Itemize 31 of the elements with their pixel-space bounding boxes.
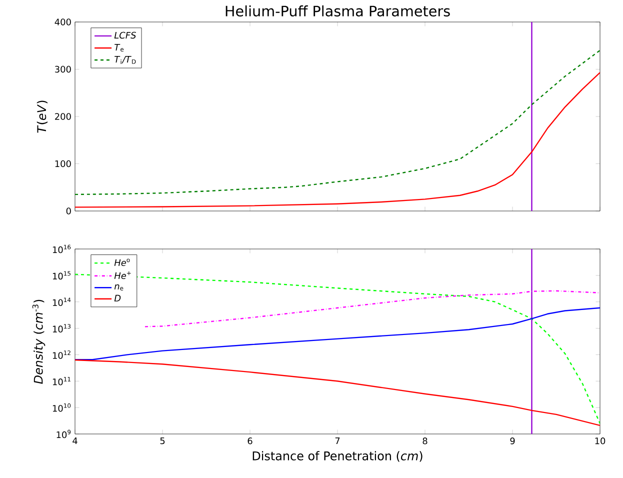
legend-label: He$^{o}$ xyxy=(114,258,130,266)
y-axis-title: T(eV) xyxy=(36,100,48,133)
y-tick-label: 10$^{14}$ xyxy=(52,298,71,306)
legend-label: T$_{e}$ xyxy=(114,44,124,52)
x-tick-label: 4 xyxy=(72,438,78,444)
legend-label: He$^{+}$ xyxy=(114,271,131,280)
x-tick-label: 6 xyxy=(248,438,252,444)
chart-title: Helium-Puff Plasma Parameters xyxy=(226,5,450,16)
x-tick-label: 9 xyxy=(510,438,515,444)
y-tick-label: 300 xyxy=(55,66,71,73)
y-tick-label: 10$^{15}$ xyxy=(52,271,70,280)
legend-label: n$_{e}$ xyxy=(114,284,124,290)
x-tick-label: 7 xyxy=(335,438,340,444)
legend-label: D xyxy=(114,294,121,302)
y-tick-label: 400 xyxy=(54,18,71,26)
y-tick-label: 200 xyxy=(55,113,71,120)
y-tick-label: 10$^{9}$ xyxy=(56,430,71,438)
y-tick-label: 10$^{12}$ xyxy=(52,350,70,359)
y-tick-label: 10$^{10}$ xyxy=(52,403,71,412)
y-tick-label: 10$^{16}$ xyxy=(52,244,71,254)
y-tick-label: 10$^{11}$ xyxy=(52,376,70,386)
x-axis-title: Distance of Penetration (cm) xyxy=(252,451,422,462)
x-tick-label: 5 xyxy=(160,438,165,444)
x-tick-label: 10 xyxy=(595,438,606,444)
y-tick-label: 100 xyxy=(55,160,71,168)
legend-label: LCFS xyxy=(114,32,136,39)
x-tick-label: 8 xyxy=(422,438,428,444)
y-axis-title: Density (cm$^{-3}$) xyxy=(32,300,46,384)
y-tick-label: 10$^{13}$ xyxy=(52,324,71,332)
legend-label: T$_{i}$/T$_{D}$ xyxy=(114,56,136,64)
y-tick-label: 0 xyxy=(66,208,71,214)
